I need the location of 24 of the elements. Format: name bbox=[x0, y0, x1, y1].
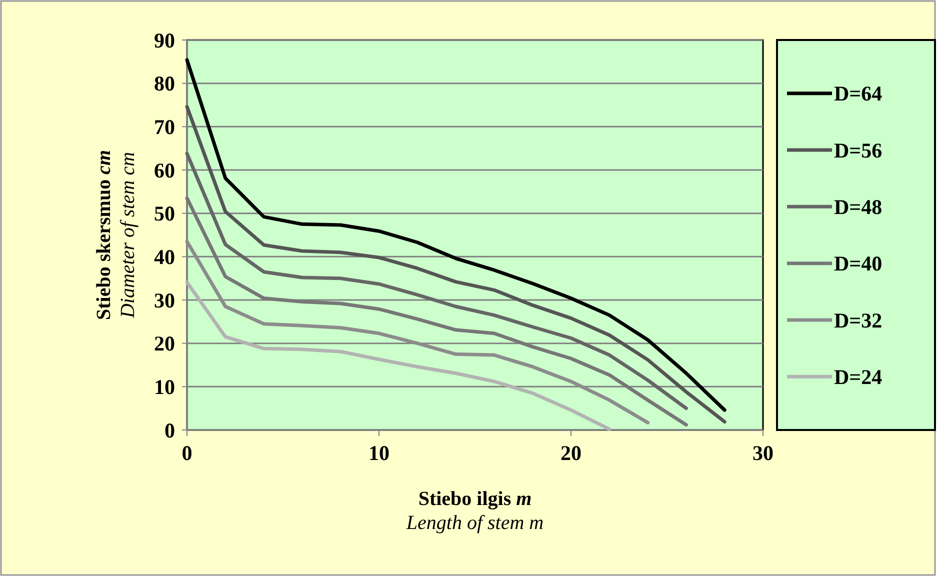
line-series bbox=[185, 152, 688, 410]
x-tick-label: 0 bbox=[182, 441, 192, 465]
legend-label: D=64 bbox=[834, 82, 883, 106]
x-tick-label: 10 bbox=[368, 441, 390, 465]
y-tick-label: 30 bbox=[154, 288, 175, 312]
y-tick-label: 80 bbox=[154, 72, 175, 96]
y-tick-label: 20 bbox=[154, 332, 175, 356]
legend-label: D=40 bbox=[834, 252, 882, 276]
x-tick-label: 30 bbox=[752, 441, 774, 465]
y-tick-label: 90 bbox=[154, 28, 175, 52]
y-tick-label: 60 bbox=[154, 158, 175, 182]
legend-label: D=32 bbox=[834, 308, 882, 332]
line-series bbox=[185, 280, 612, 431]
legend-label: D=56 bbox=[834, 138, 882, 162]
y-tick-label: 10 bbox=[154, 375, 175, 400]
y-tick-label: 70 bbox=[154, 115, 175, 140]
x-axis-title: Stiebo ilgis m Length of stem m bbox=[405, 488, 544, 534]
y-tick-label: 40 bbox=[154, 245, 175, 270]
y-tick-label: 0 bbox=[164, 418, 175, 442]
line-series bbox=[185, 104, 726, 424]
legend-label: D=48 bbox=[834, 195, 882, 220]
x-tick-label: 20 bbox=[560, 441, 582, 465]
y-tick-label: 50 bbox=[154, 202, 175, 226]
legend-label: D=24 bbox=[834, 365, 883, 390]
